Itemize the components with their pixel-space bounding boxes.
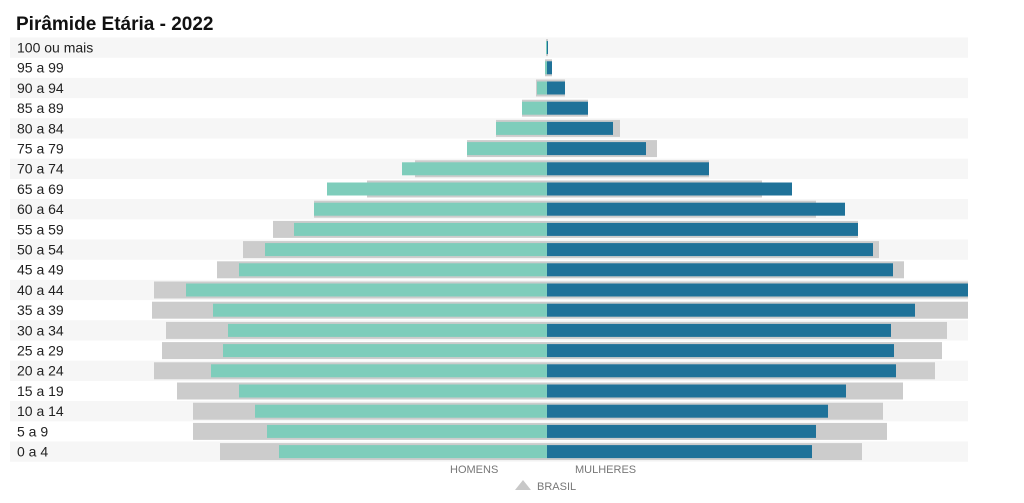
age-group-label: 35 a 39 (17, 302, 64, 318)
bar-mulheres (547, 344, 894, 358)
bar-homens (267, 424, 547, 438)
bar-homens (228, 323, 547, 337)
bar-mulheres (547, 61, 552, 75)
age-group-label: 5 a 9 (17, 423, 48, 439)
bar-homens (546, 41, 547, 55)
age-group-label: 50 a 54 (17, 242, 64, 258)
age-group-label: 55 a 59 (17, 221, 64, 237)
bar-mulheres (547, 243, 873, 257)
brasil-triangle-icon (515, 480, 531, 490)
bar-mulheres (547, 222, 858, 236)
bar-mulheres (547, 121, 613, 135)
bar-homens (402, 162, 547, 176)
age-group-label: 95 a 99 (17, 60, 64, 76)
bar-mulheres (547, 323, 891, 337)
bar-mulheres (547, 384, 846, 398)
age-group-label: 25 a 29 (17, 343, 64, 359)
bar-homens (522, 101, 547, 115)
legend-mulheres: MULHERES (575, 464, 636, 476)
age-group-label: 60 a 64 (17, 201, 64, 217)
bar-mulheres (547, 404, 828, 418)
bar-mulheres (547, 202, 845, 216)
bar-homens (239, 263, 547, 277)
row-stripe (10, 118, 968, 139)
age-group-label: 10 a 14 (17, 403, 64, 419)
bar-homens (211, 364, 547, 378)
bar-homens (255, 404, 547, 418)
bar-homens (314, 202, 547, 216)
bar-mulheres (547, 101, 588, 115)
age-group-label: 0 a 4 (17, 444, 48, 460)
bar-mulheres (547, 303, 915, 317)
bar-homens (496, 121, 547, 135)
bar-mulheres (547, 41, 548, 55)
bar-homens (294, 222, 547, 236)
age-group-label: 65 a 69 (17, 181, 64, 197)
age-group-label: 15 a 19 (17, 383, 64, 399)
age-group-label: 75 a 79 (17, 141, 64, 157)
bar-homens (223, 344, 547, 358)
bar-homens (265, 243, 547, 257)
bar-homens (239, 384, 547, 398)
age-group-label: 80 a 84 (17, 120, 64, 136)
bar-mulheres (547, 424, 816, 438)
age-group-label: 20 a 24 (17, 363, 64, 379)
bar-homens (186, 283, 547, 297)
bar-mulheres (547, 364, 896, 378)
bar-homens (537, 81, 547, 95)
bar-homens (467, 142, 547, 156)
bar-mulheres (547, 81, 565, 95)
legend-brasil: BRASIL (537, 481, 576, 493)
age-group-label: 90 a 94 (17, 80, 64, 96)
bar-mulheres (547, 263, 893, 277)
age-group-label: 45 a 49 (17, 262, 64, 278)
bar-mulheres (547, 445, 812, 459)
bar-homens (545, 61, 547, 75)
row-stripe (10, 37, 968, 58)
legend-homens: HOMENS (450, 464, 498, 476)
bar-mulheres (547, 162, 709, 176)
bar-homens (279, 445, 547, 459)
bar-homens (327, 182, 547, 196)
chart-title: Pirâmide Etária - 2022 (16, 14, 214, 35)
age-group-label: 40 a 44 (17, 282, 64, 298)
bar-mulheres (547, 142, 646, 156)
age-group-label: 30 a 34 (17, 322, 64, 338)
bar-mulheres (547, 182, 792, 196)
age-group-label: 70 a 74 (17, 161, 64, 177)
bar-mulheres (547, 283, 968, 297)
age-group-label: 85 a 89 (17, 100, 64, 116)
bar-homens (213, 303, 547, 317)
row-stripe (10, 77, 968, 99)
age-group-label: 100 ou mais (17, 40, 93, 56)
